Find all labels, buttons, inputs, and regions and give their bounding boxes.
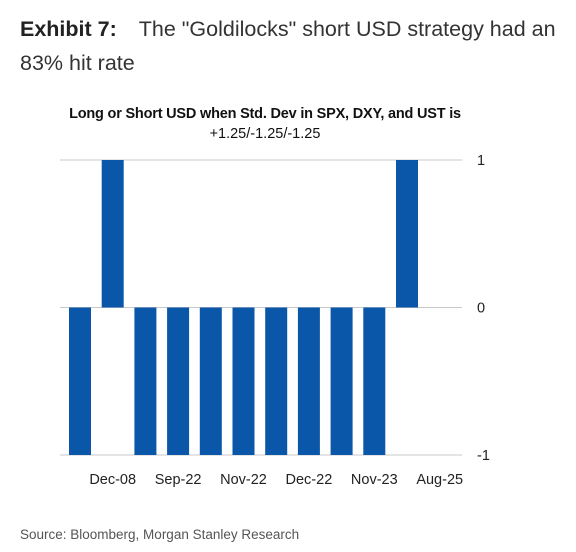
exhibit-label: Exhibit 7: <box>20 17 117 41</box>
bar <box>265 307 288 455</box>
exhibit-text: The "Goldilocks" short USD strategy had … <box>20 17 556 75</box>
bar <box>363 307 386 455</box>
chart-title-line1: Long or Short USD when Std. Dev in SPX, … <box>69 106 461 122</box>
y-tick-label: 1 <box>477 153 485 169</box>
y-tick-label: -1 <box>477 448 490 464</box>
bar <box>167 307 190 455</box>
bar <box>134 307 157 455</box>
bar <box>232 307 255 455</box>
bar <box>69 307 91 455</box>
bar <box>396 160 418 308</box>
chart-title: Long or Short USD when Std. Dev in SPX, … <box>60 104 470 144</box>
bar <box>297 307 320 455</box>
bar <box>330 307 353 455</box>
x-tick-label: Sep-22 <box>155 472 202 488</box>
x-tick-label: Aug-25 <box>416 472 463 488</box>
bar <box>101 160 124 308</box>
x-tick-label: Nov-23 <box>351 472 398 488</box>
x-tick-label: Dec-08 <box>89 472 136 488</box>
source-note: Source: Bloomberg, Morgan Stanley Resear… <box>20 527 300 542</box>
bar <box>199 307 222 455</box>
chart-title-line2: +1.25/-1.25/-1.25 <box>209 126 321 142</box>
exhibit-title: Exhibit 7: The "Goldilocks" short USD str… <box>20 12 565 80</box>
x-tick-label: Nov-22 <box>220 472 267 488</box>
y-tick-label: 0 <box>477 301 485 317</box>
x-tick-label: Dec-22 <box>286 472 333 488</box>
